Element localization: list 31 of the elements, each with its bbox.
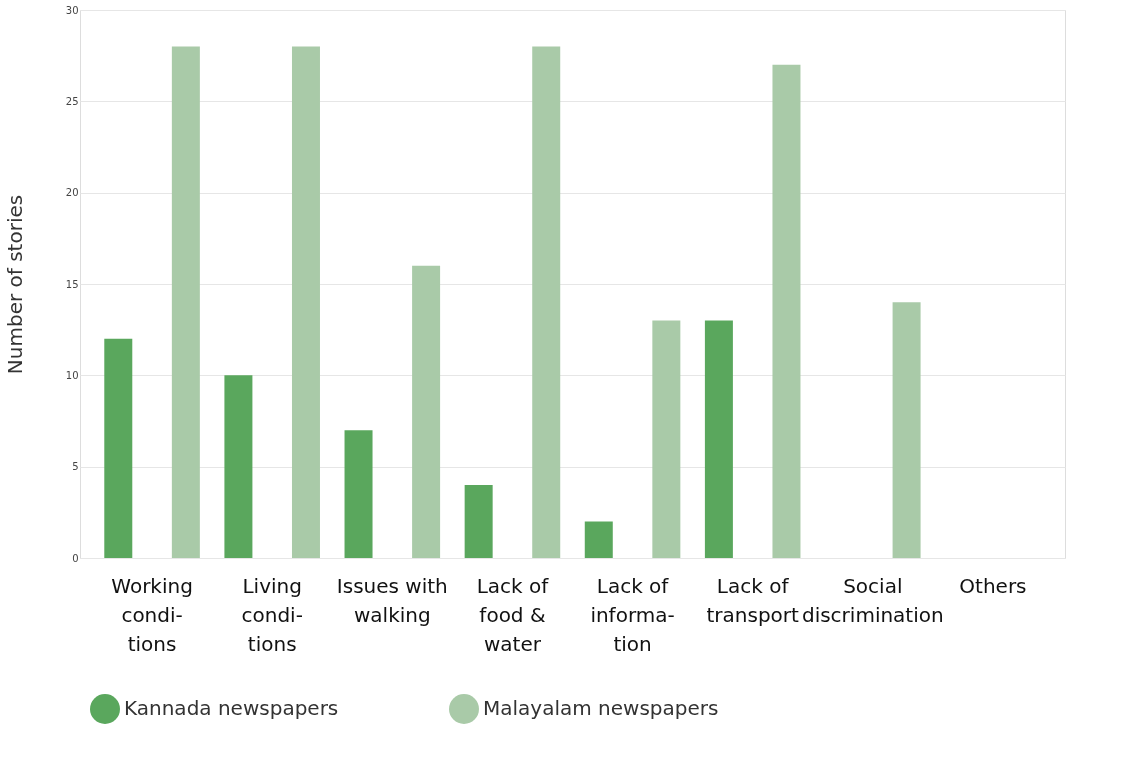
bar — [412, 265, 441, 558]
y-tick-label: 0 — [72, 552, 79, 564]
x-tick-label: Lack of transport — [706, 573, 800, 627]
y-tick-label: 30 — [65, 4, 79, 16]
y-tick-label: 25 — [65, 95, 79, 107]
x-tick-label: Issues with walking — [336, 573, 448, 627]
bar — [104, 338, 133, 558]
bar — [772, 64, 801, 558]
bar — [224, 375, 253, 558]
y-axis-title: Number of stories — [2, 194, 27, 375]
bar — [344, 430, 373, 558]
bar — [584, 521, 613, 558]
x-tick-label: Working condi- tions — [111, 573, 193, 656]
bar — [291, 46, 320, 558]
y-tick-label: 15 — [65, 278, 79, 290]
x-tick-label: Living condi- tions — [241, 573, 303, 656]
bar — [532, 46, 561, 558]
legend-label: Kannada newspapers — [124, 696, 339, 720]
bar — [652, 320, 681, 558]
bar — [704, 320, 733, 558]
legend-label: Malayalam newspapers — [483, 696, 719, 720]
y-tick-label: 20 — [65, 187, 79, 199]
bar — [892, 302, 921, 558]
x-tick-label: Others — [959, 573, 1027, 598]
x-tick-label: Lack of informa- tion — [590, 573, 675, 656]
bar — [171, 46, 200, 558]
y-tick-label: 5 — [72, 461, 79, 473]
y-tick-label: 10 — [65, 369, 79, 381]
x-tick-label: Lack of food & water — [476, 573, 550, 656]
x-tick-label: Social discrimination — [801, 573, 944, 627]
bar — [464, 484, 493, 558]
